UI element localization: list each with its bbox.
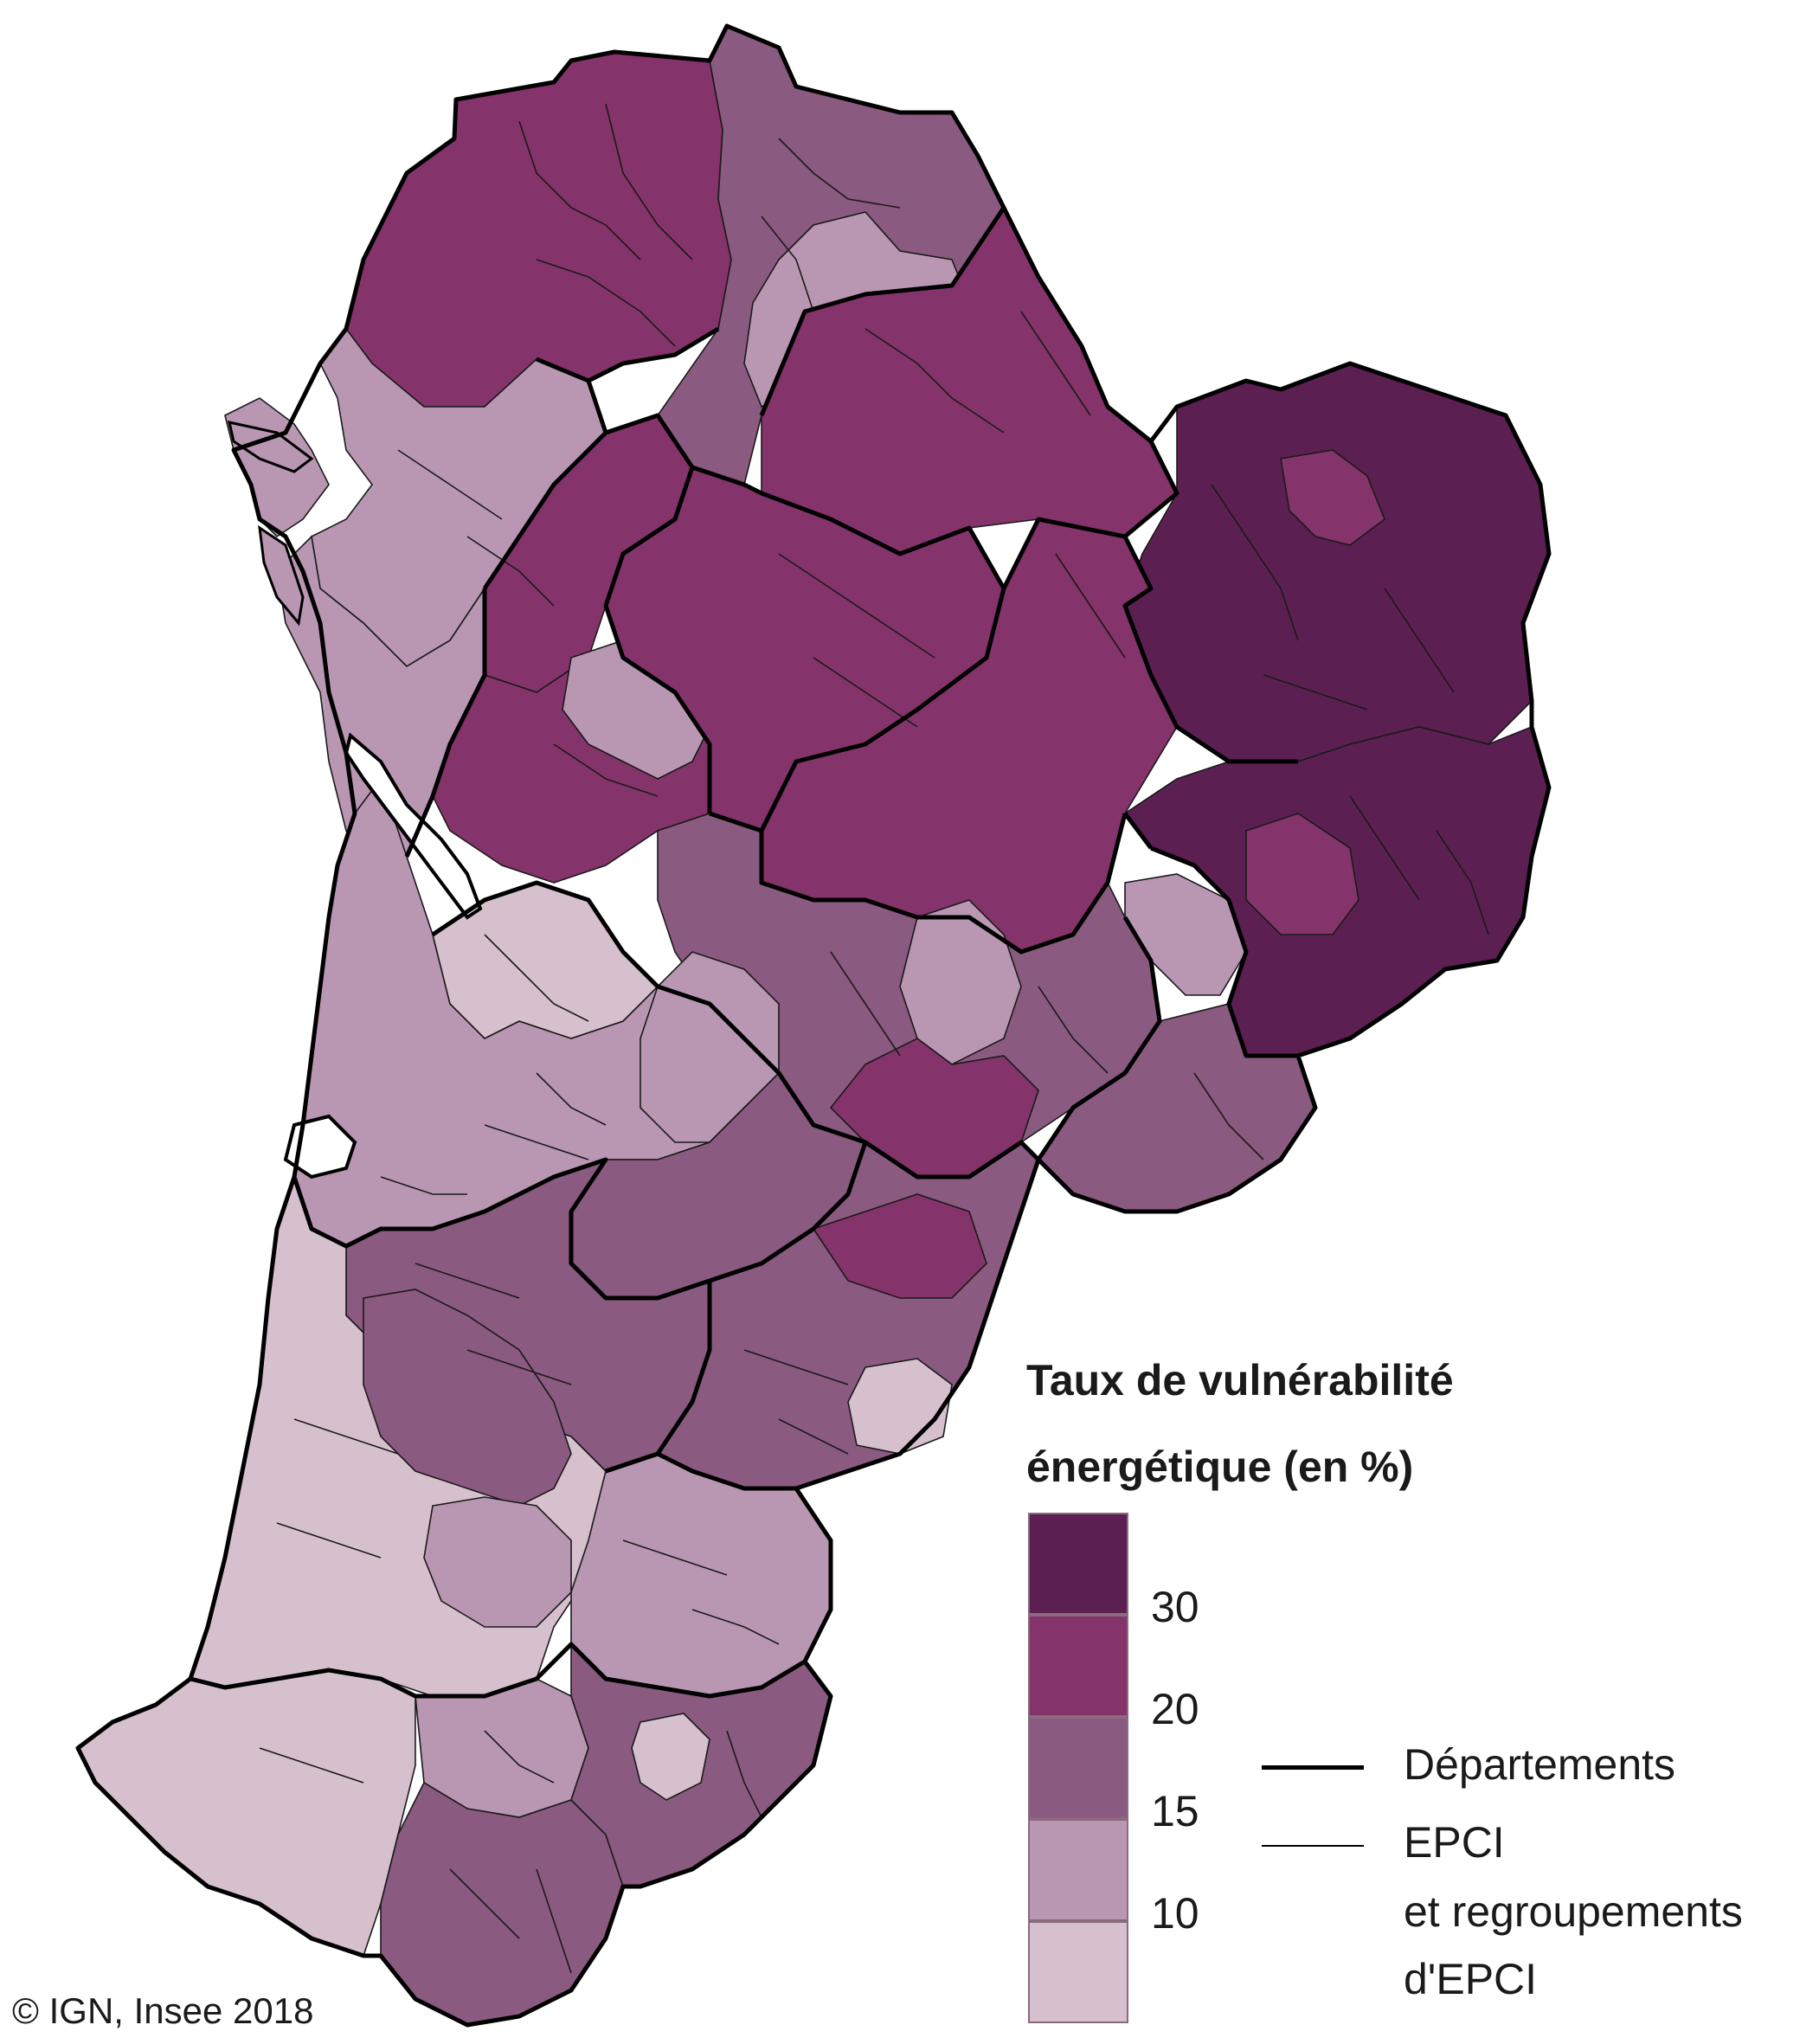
legend-label-epci-2: et regroupements: [1404, 1887, 1743, 1936]
ile-de-re: [228, 421, 314, 473]
legend-tick-30: 30: [1151, 1583, 1199, 1631]
region-pyrenees-atlantiques-south: [380, 1781, 624, 2026]
region-pau-light: [631, 1713, 710, 1801]
ile-doleron: [258, 524, 305, 627]
legend-label-epci-3: d'EPCI: [1404, 1955, 1538, 2003]
legend-label-epci-1: EPCI: [1404, 1818, 1505, 1867]
region-lot-et-garonne-light: [847, 1358, 953, 1455]
region-creuse: [1124, 363, 1550, 762]
region-correze-center: [1245, 813, 1359, 935]
region-landes-light: [423, 1496, 572, 1628]
gironde-estuary: [344, 732, 483, 920]
legend-title-line2: énergétique (en %): [1026, 1443, 1414, 1491]
legend-tick-20: 20: [1151, 1685, 1199, 1733]
legend-tick-10: 10: [1151, 1889, 1199, 1938]
region-outline: [75, 23, 1552, 2028]
legend-title-line1: Taux de vulnérabilité: [1026, 1356, 1454, 1404]
legend-swatch-class-5: [1028, 1921, 1128, 2023]
region-lot-et-garonne-north: [812, 1193, 987, 1299]
epci-regions: [76, 24, 1550, 2026]
legend-swatch-class-4: [1028, 1819, 1128, 1921]
region-landes-center: [363, 1289, 572, 1507]
legend-line-epci: [1262, 1845, 1364, 1847]
legend-swatch-class-1: [1028, 1513, 1128, 1615]
legend-swatch-class-3: [1028, 1717, 1128, 1819]
region-creuse-center: [1280, 449, 1385, 546]
department-boundaries: [75, 23, 1552, 2028]
legend-line-departements: [1262, 1765, 1364, 1770]
legend-tick-15: 15: [1151, 1787, 1199, 1835]
legend-label-departements: Départements: [1404, 1740, 1676, 1789]
copyright-credit: © IGN, Insee 2018: [12, 1990, 314, 2031]
water-bodies: [228, 421, 483, 1179]
region-dordogne-light: [899, 899, 1022, 1065]
legend-swatch-class-2: [1028, 1615, 1128, 1717]
epci-lines: [259, 103, 1489, 1974]
